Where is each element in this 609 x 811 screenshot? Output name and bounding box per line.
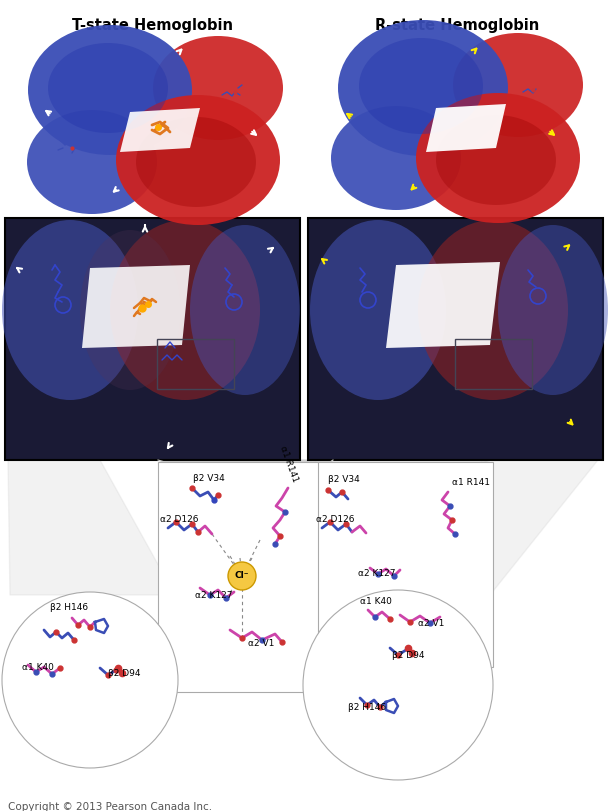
Text: α2 V1: α2 V1 xyxy=(248,639,275,648)
Ellipse shape xyxy=(80,230,180,390)
Ellipse shape xyxy=(27,110,157,214)
Ellipse shape xyxy=(190,225,300,395)
Text: R-state Hemoglobin: R-state Hemoglobin xyxy=(375,18,539,33)
Polygon shape xyxy=(305,460,598,595)
Polygon shape xyxy=(8,460,175,595)
Polygon shape xyxy=(426,104,506,152)
FancyBboxPatch shape xyxy=(5,218,300,460)
Text: α1 R141: α1 R141 xyxy=(278,444,300,483)
Ellipse shape xyxy=(110,220,260,400)
Ellipse shape xyxy=(153,36,283,140)
Text: Copyright © 2013 Pearson Canada Inc.: Copyright © 2013 Pearson Canada Inc. xyxy=(8,802,212,811)
Text: Cl⁻: Cl⁻ xyxy=(234,572,249,581)
Ellipse shape xyxy=(436,115,556,205)
Ellipse shape xyxy=(48,43,168,133)
Ellipse shape xyxy=(359,38,483,134)
FancyBboxPatch shape xyxy=(318,462,493,667)
Text: β2 D94: β2 D94 xyxy=(392,651,424,660)
Ellipse shape xyxy=(136,117,256,207)
Ellipse shape xyxy=(338,20,508,156)
Polygon shape xyxy=(313,460,493,464)
Text: T-state Hemoglobin: T-state Hemoglobin xyxy=(71,18,233,33)
Ellipse shape xyxy=(2,220,138,400)
Circle shape xyxy=(2,592,178,768)
Circle shape xyxy=(228,562,256,590)
Text: α1 K40: α1 K40 xyxy=(22,663,54,672)
FancyBboxPatch shape xyxy=(308,218,603,460)
Text: α1 R141: α1 R141 xyxy=(452,478,490,487)
Polygon shape xyxy=(386,262,500,348)
Polygon shape xyxy=(82,265,190,348)
Polygon shape xyxy=(120,108,200,152)
Ellipse shape xyxy=(418,220,568,400)
Text: β2 V34: β2 V34 xyxy=(328,475,360,484)
Circle shape xyxy=(303,590,493,780)
Ellipse shape xyxy=(331,106,461,210)
Ellipse shape xyxy=(116,95,280,225)
Ellipse shape xyxy=(453,33,583,137)
Text: α2 V1: α2 V1 xyxy=(418,619,445,628)
Text: β2 D94: β2 D94 xyxy=(108,669,141,678)
Text: α2 K127: α2 K127 xyxy=(195,591,233,600)
Text: α2 D126: α2 D126 xyxy=(316,515,354,524)
Polygon shape xyxy=(158,460,333,462)
Text: β2 H146: β2 H146 xyxy=(50,603,88,612)
Text: α2 K127: α2 K127 xyxy=(358,569,395,578)
FancyBboxPatch shape xyxy=(158,462,333,692)
Text: β2 H146: β2 H146 xyxy=(348,703,386,712)
Text: α1 K40: α1 K40 xyxy=(360,597,392,606)
Text: α2 D126: α2 D126 xyxy=(160,515,199,524)
Text: β2 V34: β2 V34 xyxy=(193,474,225,483)
Polygon shape xyxy=(158,460,333,464)
Ellipse shape xyxy=(28,25,192,155)
Ellipse shape xyxy=(416,93,580,223)
Ellipse shape xyxy=(310,220,446,400)
Ellipse shape xyxy=(498,225,608,395)
Polygon shape xyxy=(158,460,333,462)
